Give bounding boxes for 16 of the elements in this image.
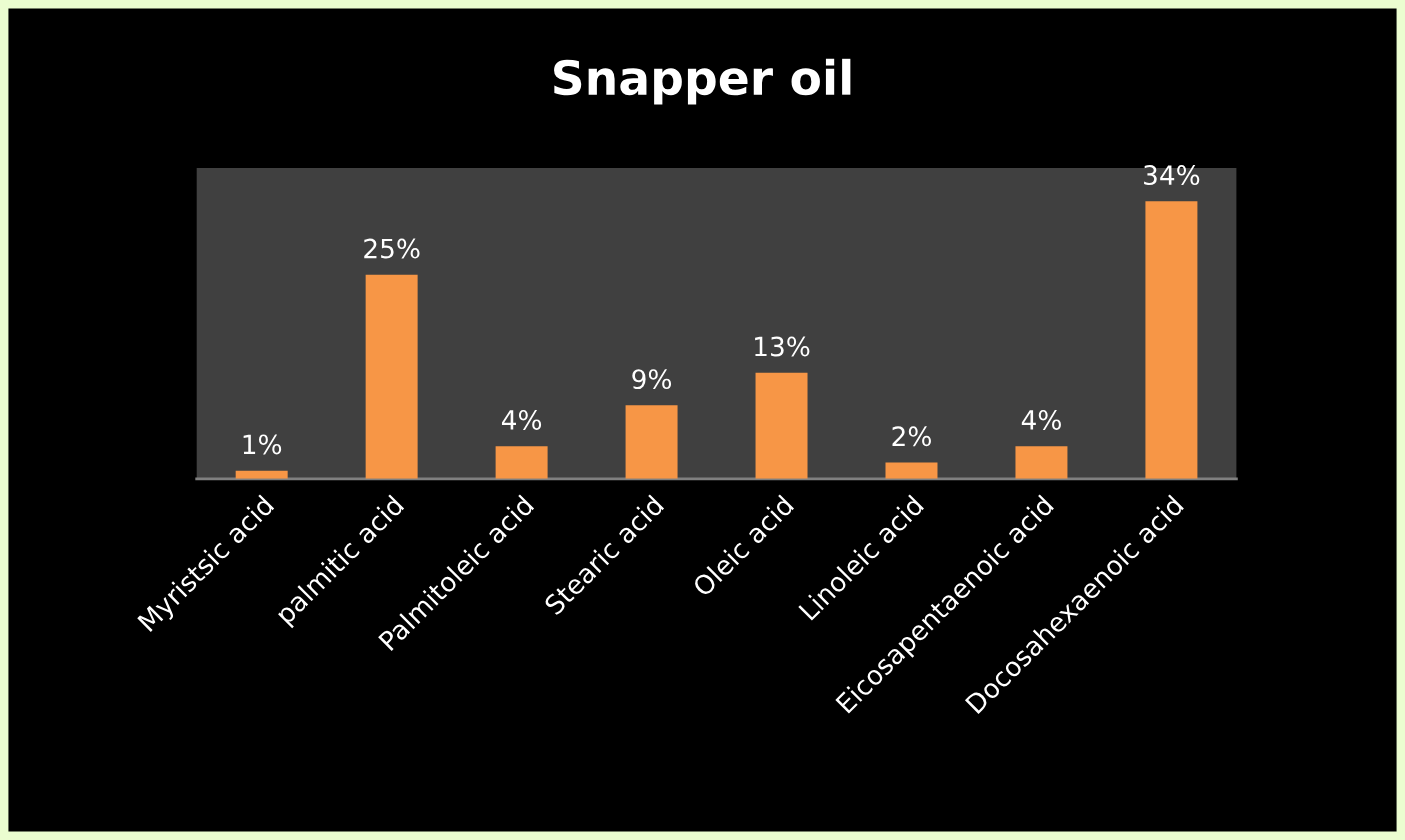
- chart-title: Snapper oil: [554, 58, 851, 105]
- bar: [495, 446, 548, 479]
- data-label: 9%: [632, 369, 672, 390]
- bar: [885, 462, 938, 479]
- data-label: 25%: [364, 238, 420, 259]
- bar: [365, 274, 418, 479]
- data-label: 1%: [243, 434, 282, 455]
- data-label: 13%: [755, 336, 810, 357]
- data-label: 2%: [892, 426, 931, 447]
- bar: [755, 372, 808, 479]
- bar: [625, 405, 678, 479]
- data-label: 34%: [1144, 165, 1200, 186]
- bar: [1015, 446, 1068, 479]
- bar: [1145, 201, 1198, 479]
- data-label: 4%: [1021, 409, 1061, 430]
- data-label: 4%: [501, 409, 542, 430]
